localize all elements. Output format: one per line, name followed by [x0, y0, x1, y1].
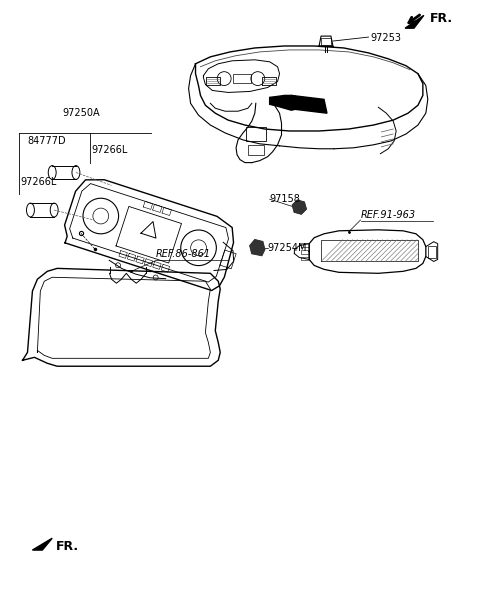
Polygon shape	[405, 16, 424, 28]
Bar	[301, 257, 309, 260]
Text: 97266L: 97266L	[21, 177, 57, 188]
Polygon shape	[270, 96, 295, 110]
Bar	[321, 38, 331, 45]
Bar	[233, 74, 251, 82]
Polygon shape	[291, 96, 327, 113]
Text: FR.: FR.	[430, 12, 453, 25]
Text: 97266L: 97266L	[92, 145, 128, 155]
Polygon shape	[33, 538, 52, 550]
Text: REF.91-963: REF.91-963	[360, 210, 416, 220]
Text: 97253: 97253	[371, 33, 401, 43]
Text: 97254M: 97254M	[268, 243, 307, 252]
Polygon shape	[292, 200, 306, 214]
Text: 97158: 97158	[270, 194, 300, 204]
Text: REF.86-861: REF.86-861	[156, 249, 211, 260]
Bar	[428, 246, 436, 257]
Bar	[301, 249, 309, 254]
Text: FR.: FR.	[56, 540, 79, 553]
Bar	[301, 243, 309, 246]
Text: 97250A: 97250A	[62, 108, 100, 118]
Text: 84777D: 84777D	[27, 136, 66, 146]
Bar	[246, 127, 266, 141]
Bar	[248, 145, 264, 154]
Polygon shape	[250, 240, 264, 255]
